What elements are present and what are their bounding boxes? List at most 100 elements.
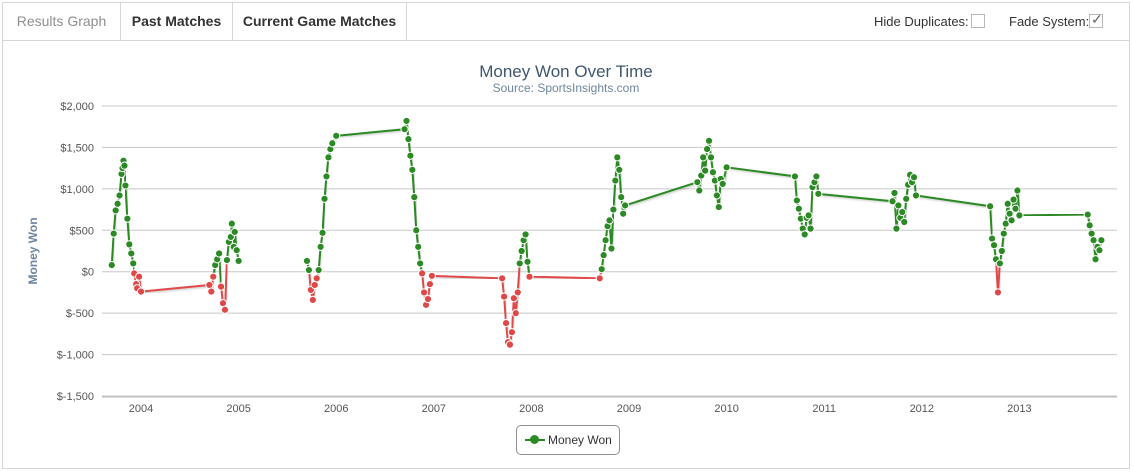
data-point[interactable]	[599, 251, 608, 260]
data-point[interactable]	[123, 214, 132, 223]
data-point[interactable]	[107, 260, 116, 270]
data-point[interactable]	[127, 249, 136, 258]
data-point[interactable]	[706, 153, 716, 162]
data-point[interactable]	[416, 259, 425, 268]
data-point[interactable]	[790, 172, 800, 181]
data-point[interactable]	[708, 168, 718, 177]
data-point[interactable]	[109, 229, 118, 238]
tab-current-game-matches[interactable]: Current Game Matches	[233, 3, 407, 40]
data-point[interactable]	[595, 274, 604, 283]
data-point[interactable]	[205, 280, 214, 290]
data-point[interactable]	[509, 294, 518, 303]
data-point[interactable]	[1087, 229, 1096, 238]
data-point[interactable]	[1091, 255, 1100, 264]
data-point[interactable]	[621, 201, 630, 210]
data-point[interactable]	[693, 178, 702, 187]
data-point[interactable]	[999, 229, 1008, 238]
data-point[interactable]	[997, 246, 1006, 256]
data-point[interactable]	[605, 216, 614, 225]
data-point[interactable]	[617, 193, 626, 202]
data-point[interactable]	[316, 242, 325, 251]
data-point[interactable]	[412, 226, 421, 235]
fade-system-checkbox[interactable]: ✓	[1089, 11, 1103, 28]
data-point[interactable]	[699, 153, 708, 162]
data-point[interactable]	[418, 269, 427, 278]
data-point[interactable]	[501, 318, 511, 328]
data-point[interactable]	[308, 295, 317, 304]
data-point[interactable]	[218, 299, 228, 308]
data-point[interactable]	[704, 136, 714, 145]
data-point[interactable]	[410, 193, 419, 202]
data-point[interactable]	[322, 172, 331, 181]
data-point[interactable]	[515, 259, 524, 268]
data-point[interactable]	[1095, 246, 1104, 255]
data-point[interactable]	[812, 172, 821, 181]
data-point[interactable]	[1007, 216, 1016, 225]
data-point[interactable]	[521, 230, 530, 239]
data-point[interactable]	[902, 194, 911, 203]
data-point[interactable]	[419, 288, 429, 297]
data-point[interactable]	[607, 244, 616, 253]
data-point[interactable]	[619, 209, 628, 218]
data-point[interactable]	[120, 161, 129, 170]
data-point[interactable]	[597, 265, 606, 274]
data-point[interactable]	[701, 166, 710, 175]
data-point[interactable]	[402, 116, 411, 126]
data-point[interactable]	[234, 256, 243, 266]
data-point[interactable]	[525, 272, 534, 281]
tab-results-graph[interactable]: Results Graph	[3, 3, 121, 40]
data-point[interactable]	[499, 292, 509, 301]
data-point[interactable]	[517, 246, 526, 256]
data-point[interactable]	[1011, 204, 1020, 213]
data-point[interactable]	[207, 287, 216, 296]
data-point[interactable]	[425, 280, 435, 289]
data-point[interactable]	[890, 188, 899, 198]
legend[interactable]: Money Won	[516, 425, 620, 455]
data-point[interactable]	[695, 186, 704, 195]
data-point[interactable]	[505, 340, 515, 349]
data-point[interactable]	[304, 265, 314, 275]
data-point[interactable]	[115, 191, 124, 200]
data-point[interactable]	[125, 240, 134, 249]
data-point[interactable]	[609, 205, 618, 214]
data-point[interactable]	[318, 228, 327, 237]
data-point[interactable]	[986, 202, 995, 211]
data-point[interactable]	[134, 272, 144, 281]
data-point[interactable]	[314, 265, 323, 275]
data-point[interactable]	[427, 271, 436, 280]
data-point[interactable]	[987, 234, 997, 243]
data-point[interactable]	[995, 259, 1004, 268]
data-point[interactable]	[1009, 195, 1018, 204]
data-point[interactable]	[111, 206, 120, 215]
data-point[interactable]	[511, 309, 520, 318]
data-point[interactable]	[1083, 210, 1092, 219]
data-point[interactable]	[1089, 236, 1098, 245]
data-point[interactable]	[230, 227, 239, 237]
data-point[interactable]	[714, 202, 723, 212]
data-point[interactable]	[507, 328, 517, 337]
data-point[interactable]	[227, 219, 236, 228]
data-point[interactable]	[1097, 236, 1106, 245]
data-point[interactable]	[888, 197, 897, 206]
data-point[interactable]	[312, 274, 321, 283]
data-point[interactable]	[498, 274, 507, 283]
data-point[interactable]	[900, 217, 909, 227]
data-point[interactable]	[513, 288, 522, 297]
data-point[interactable]	[215, 249, 224, 258]
data-point[interactable]	[302, 256, 312, 266]
data-point[interactable]	[615, 165, 624, 174]
data-point[interactable]	[794, 204, 803, 213]
data-point[interactable]	[408, 165, 417, 174]
data-point[interactable]	[909, 173, 919, 182]
data-point[interactable]	[232, 246, 241, 255]
data-point[interactable]	[800, 230, 809, 239]
data-point[interactable]	[792, 196, 801, 205]
data-point[interactable]	[702, 144, 712, 154]
data-point[interactable]	[310, 280, 319, 290]
data-point[interactable]	[712, 191, 721, 200]
data-point[interactable]	[613, 153, 622, 162]
data-point[interactable]	[1003, 199, 1012, 208]
data-point[interactable]	[911, 191, 921, 200]
data-point[interactable]	[220, 305, 230, 314]
data-point[interactable]	[601, 236, 610, 245]
